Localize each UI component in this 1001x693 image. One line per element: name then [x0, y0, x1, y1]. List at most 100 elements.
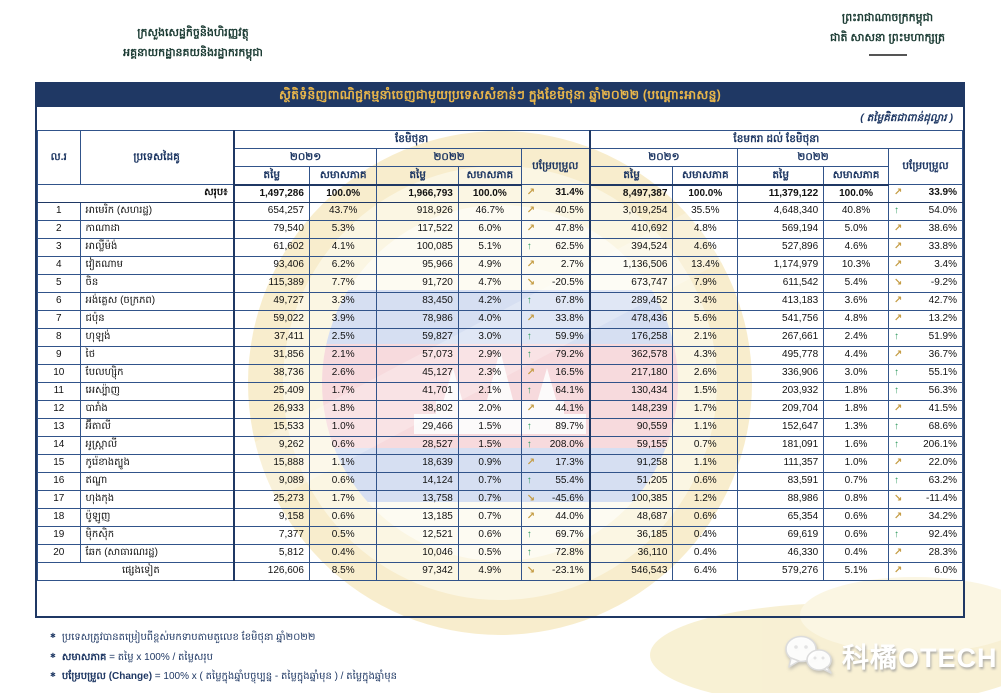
change-value: 59.9% — [555, 331, 584, 343]
change-cell: ↗ 36.7% — [887, 346, 964, 365]
value-cell: 148,239 — [588, 400, 674, 419]
row-number-cell: 3 — [37, 238, 81, 257]
share-cell: 0.5% — [308, 526, 378, 545]
change-cell: ↗ 38.6% — [887, 220, 964, 239]
value-cell: 546,543 — [588, 562, 674, 581]
share-cell: 13.4% — [672, 256, 739, 275]
share-cell: 0.8% — [823, 490, 889, 509]
row-number-cell: 14 — [37, 436, 81, 455]
value-cell: 51,205 — [588, 472, 674, 491]
share-cell: 1.5% — [457, 436, 522, 455]
share-cell: 0.4% — [672, 526, 739, 545]
country-cell: ថៃ — [79, 346, 235, 365]
row-number-cell: 4 — [37, 256, 81, 275]
value-cell: 7,377 — [232, 526, 310, 545]
country-cell: ឆែក (សាធារណរដ្ឋ) — [79, 544, 235, 563]
value-cell: 59,022 — [232, 310, 310, 329]
motto-line: ជាតិ សាសនា ព្រះមហាក្សត្រ — [829, 31, 946, 44]
share-cell: 5.6% — [672, 310, 739, 329]
row-number-cell: 13 — [37, 418, 81, 437]
value-cell: 18,639 — [376, 454, 459, 473]
share-cell: 0.6% — [823, 526, 889, 545]
share-cell: 0.6% — [672, 508, 739, 527]
trend-fall-icon: ↘ — [893, 493, 903, 505]
row-number-cell: 12 — [37, 400, 81, 419]
trend-up-icon: ↑ — [526, 349, 532, 361]
trend-up-icon: ↑ — [526, 331, 532, 343]
change-value: 56.3% — [928, 385, 957, 397]
country-cell: កូរ៉េខាងត្បូង — [79, 454, 235, 473]
trend-up-icon: ↑ — [526, 529, 532, 541]
letterhead-kingdom: ព្រះរាជាណាចក្រកម្ពុជា ជាតិ សាសនា ព្រះមហា… — [780, 9, 995, 56]
table-row: 8 ហុឡង់ 37,411 2.5% 59,827 3.0% ↑ 59.9% 176,258 2… — [37, 328, 964, 347]
share-cell: 7.9% — [672, 274, 739, 293]
value-cell: 59,827 — [376, 328, 459, 347]
trend-rise-icon: ↗ — [893, 223, 903, 235]
change-cell: ↗ 47.8% — [520, 220, 591, 239]
value-cell: 59,155 — [588, 436, 674, 455]
col-header-june-2022: ២០២២ — [376, 148, 522, 167]
change-value: 3.4% — [934, 259, 957, 271]
change-value: 22.0% — [928, 457, 957, 469]
table-row: 4 វៀតណាម 93,406 6.2% 95,966 4.9% ↗ 2.7% 1,136,50… — [37, 256, 964, 275]
value-cell: 267,661 — [737, 328, 825, 347]
share-cell: 4.7% — [457, 274, 522, 293]
trend-rise-icon: ↗ — [893, 457, 903, 469]
trend-up-icon: ↑ — [526, 439, 532, 451]
country-cell: វៀតណាម — [79, 256, 235, 275]
share-cell: 0.6% — [457, 526, 522, 545]
change-value: 208.0% — [549, 439, 584, 451]
table-body: សរុប៖ 1,497,286 100.0% 1,966,793 100.0% ↗ 31.4… — [36, 184, 964, 581]
row-number-cell: 20 — [37, 544, 81, 563]
trend-rise-icon: ↗ — [526, 367, 536, 379]
change-cell: ↑ 51.9% — [887, 328, 964, 347]
change-cell: ↗ 3.4% — [887, 256, 964, 275]
change-value: 33.8% — [928, 241, 957, 253]
bullet-icon: ✱ — [50, 633, 56, 640]
change-cell: ↘ -23.1% — [520, 562, 591, 581]
change-value: 31.4% — [555, 187, 584, 199]
value-cell: 79,540 — [232, 220, 310, 239]
report-box: ស្ថិតិទំនិញពាណិជ្ជកម្មនាំចេញជាមួយប្រទេសស… — [35, 82, 965, 618]
country-cell: បែលហ្ស៊ិក — [79, 364, 235, 383]
trend-rise-icon: ↗ — [893, 547, 903, 559]
row-number-cell: 9 — [37, 346, 81, 365]
value-cell: 478,436 — [588, 310, 674, 329]
table-row: 17 ហុងកុង 25,273 1.7% 13,758 0.7% ↘ -45.6% 100,3… — [37, 490, 964, 509]
row-number-cell: 1 — [37, 202, 81, 221]
change-cell: ↑ 55.1% — [887, 364, 964, 383]
change-value: 41.5% — [928, 403, 957, 415]
value-cell: 26,933 — [232, 400, 310, 419]
share-cell: 0.4% — [823, 544, 889, 563]
share-cell: 4.0% — [457, 310, 522, 329]
change-value: 72.8% — [555, 547, 584, 559]
share-cell: 4.1% — [308, 238, 378, 257]
value-cell: 49,727 — [232, 292, 310, 311]
value-cell: 13,758 — [376, 490, 459, 509]
share-cell: 1.2% — [672, 490, 739, 509]
row-number-cell: 6 — [37, 292, 81, 311]
change-value: -45.6% — [551, 493, 584, 505]
share-cell: 3.0% — [457, 328, 522, 347]
motto-divider — [868, 53, 907, 56]
trend-fall-icon: ↘ — [526, 493, 536, 505]
change-value: -23.1% — [551, 565, 584, 577]
value-cell: 46,330 — [737, 544, 825, 563]
value-cell: 65,354 — [737, 508, 825, 527]
report-title: ស្ថិតិទំនិញពាណិជ្ជកម្មនាំចេញជាមួយប្រទេសស… — [37, 84, 963, 107]
trend-rise-icon: ↗ — [526, 259, 536, 271]
trend-rise-icon: ↗ — [526, 511, 536, 523]
value-cell: 654,257 — [232, 202, 310, 221]
change-value: 28.3% — [928, 547, 957, 559]
value-cell: 36,185 — [588, 526, 674, 545]
value-cell: 28,527 — [376, 436, 459, 455]
trend-rise-icon: ↗ — [526, 313, 536, 325]
trend-rise-icon: ↗ — [893, 565, 903, 577]
row-number-cell: 10 — [37, 364, 81, 383]
col-header-share: សមាសភាគ — [672, 166, 739, 186]
country-cell: ជប៉ុន — [79, 310, 235, 329]
trend-up-icon: ↑ — [526, 241, 532, 253]
change-cell: ↗ 2.7% — [520, 256, 591, 275]
change-value: 54.0% — [928, 205, 957, 217]
table-row: 3 អាល្លឺម៉ង់ 61,602 4.1% 100,085 5.1% ↑ 62.5% 39… — [37, 238, 964, 257]
